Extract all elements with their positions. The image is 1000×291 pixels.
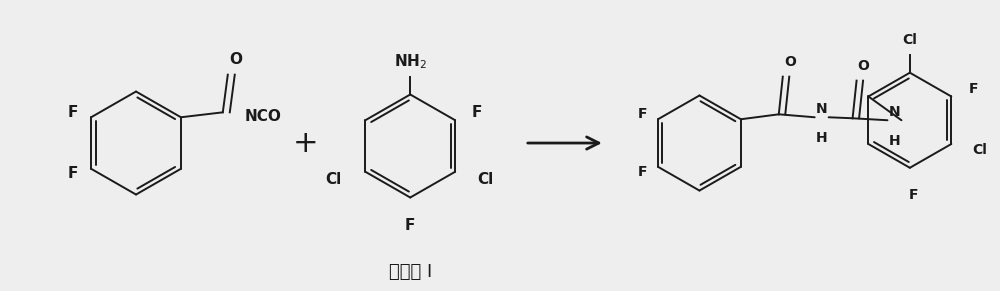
- Text: Cl: Cl: [477, 172, 493, 187]
- Text: N: N: [816, 102, 827, 116]
- Text: F: F: [472, 105, 482, 120]
- Text: NH$_2$: NH$_2$: [394, 52, 427, 71]
- Text: F: F: [909, 187, 919, 202]
- Text: F: F: [637, 107, 647, 121]
- Text: Cl: Cl: [325, 172, 342, 187]
- Text: F: F: [405, 218, 415, 233]
- Text: F: F: [68, 105, 78, 120]
- Text: Cl: Cl: [972, 143, 987, 157]
- Text: F: F: [68, 166, 78, 181]
- Text: N: N: [889, 105, 900, 119]
- Text: F: F: [637, 165, 647, 179]
- Text: 中间体 Ⅰ: 中间体 Ⅰ: [389, 263, 432, 281]
- Text: NCO: NCO: [245, 109, 282, 124]
- Text: H: H: [816, 131, 827, 145]
- Text: O: O: [784, 55, 796, 69]
- Text: Cl: Cl: [902, 33, 917, 47]
- Text: H: H: [889, 134, 900, 148]
- Text: O: O: [229, 52, 242, 67]
- Text: O: O: [858, 59, 869, 73]
- Text: F: F: [969, 81, 978, 95]
- Text: +: +: [293, 129, 318, 157]
